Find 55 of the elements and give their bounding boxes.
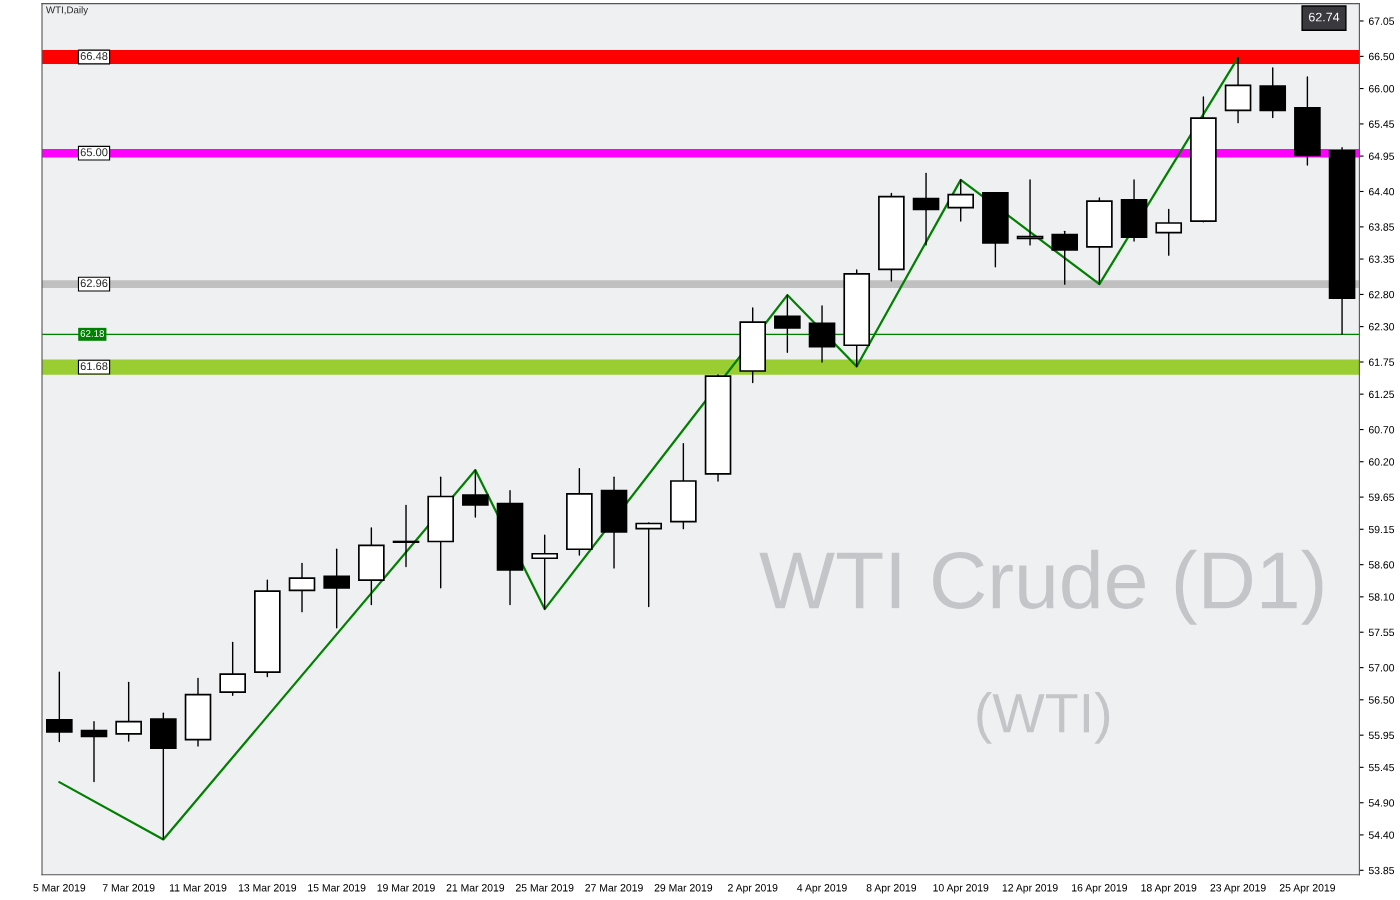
x-tick-label: 25 Mar 2019	[515, 884, 574, 892]
y-tick-label: 55.95	[1368, 731, 1395, 740]
x-tick-label: 27 Mar 2019	[585, 884, 643, 892]
x-tick-label: 25 Apr 2019	[1279, 884, 1335, 894]
x-tick-label: 2 Apr 2019	[728, 884, 778, 894]
x-tick-label: 11 Mar 2019	[169, 884, 227, 892]
y-tick-label: 65.45	[1368, 120, 1395, 128]
x-tick-label: 29 Mar 2019	[654, 884, 713, 892]
y-tick-label: 59.15	[1368, 525, 1395, 534]
annotation: 62.74	[1309, 12, 1340, 22]
y-tick-label: 57.00	[1368, 664, 1395, 672]
x-tick-label: 21 Mar 2019	[446, 884, 505, 892]
x-tick-label: 23 Apr 2019	[1210, 884, 1266, 894]
x-tick-label: 7 Mar 2019	[102, 884, 155, 892]
y-tick-label: 54.40	[1368, 831, 1395, 839]
y-tick-label: 58.60	[1368, 561, 1395, 569]
y-tick-label: 56.50	[1368, 696, 1395, 704]
y-tick-label: 55.45	[1368, 763, 1395, 772]
y-tick-label: 63.35	[1368, 255, 1395, 263]
x-tick-label: 15 Mar 2019	[308, 884, 366, 892]
x-tick-label: 4 Apr 2019	[797, 884, 847, 894]
y-tick-label: 62.80	[1368, 290, 1395, 299]
y-tick-label: 60.20	[1368, 458, 1395, 466]
band-label: 61.68	[80, 362, 108, 371]
y-tick-label: 67.05	[1368, 17, 1395, 25]
x-tick-label: 12 Apr 2019	[1002, 884, 1058, 894]
candlestick	[635, 522, 663, 608]
x-tick-label: 18 Apr 2019	[1141, 884, 1197, 894]
candlestick	[80, 720, 108, 783]
y-tick-label: 64.95	[1368, 152, 1395, 160]
band-label: 66.48	[80, 52, 108, 60]
y-tick-label: 61.25	[1368, 390, 1395, 399]
x-tick-label: 10 Apr 2019	[933, 884, 989, 894]
y-tick-label: 60.70	[1368, 426, 1395, 434]
band-label: 62.96	[80, 279, 108, 288]
x-tick-label: 8 Apr 2019	[866, 884, 917, 894]
y-tick-label: 54.90	[1368, 799, 1395, 807]
ref-line-label: 62.18	[80, 330, 105, 337]
y-tick-label: 63.85	[1368, 223, 1395, 231]
y-tick-label: 58.10	[1368, 593, 1395, 601]
band-label: 65.00	[80, 148, 108, 157]
chart-title: WTI,Daily	[45, 6, 89, 16]
y-tick-label: 57.55	[1368, 628, 1395, 637]
candlestick	[531, 534, 559, 610]
y-tick-label: 61.75	[1368, 358, 1395, 366]
y-tick-label: 66.50	[1368, 52, 1395, 61]
y-tick-label: 64.40	[1368, 187, 1395, 196]
x-tick-label: 5 Mar 2019	[33, 884, 86, 892]
x-tick-label: 19 Mar 2019	[377, 884, 435, 892]
y-tick-label: 62.30	[1368, 323, 1395, 331]
x-tick-label: 16 Apr 2019	[1072, 884, 1127, 894]
y-tick-label: 53.85	[1368, 866, 1395, 875]
x-tick-label: 13 Mar 2019	[238, 884, 297, 892]
y-tick-label: 59.65	[1368, 493, 1395, 501]
y-tick-label: 66.00	[1368, 85, 1395, 93]
